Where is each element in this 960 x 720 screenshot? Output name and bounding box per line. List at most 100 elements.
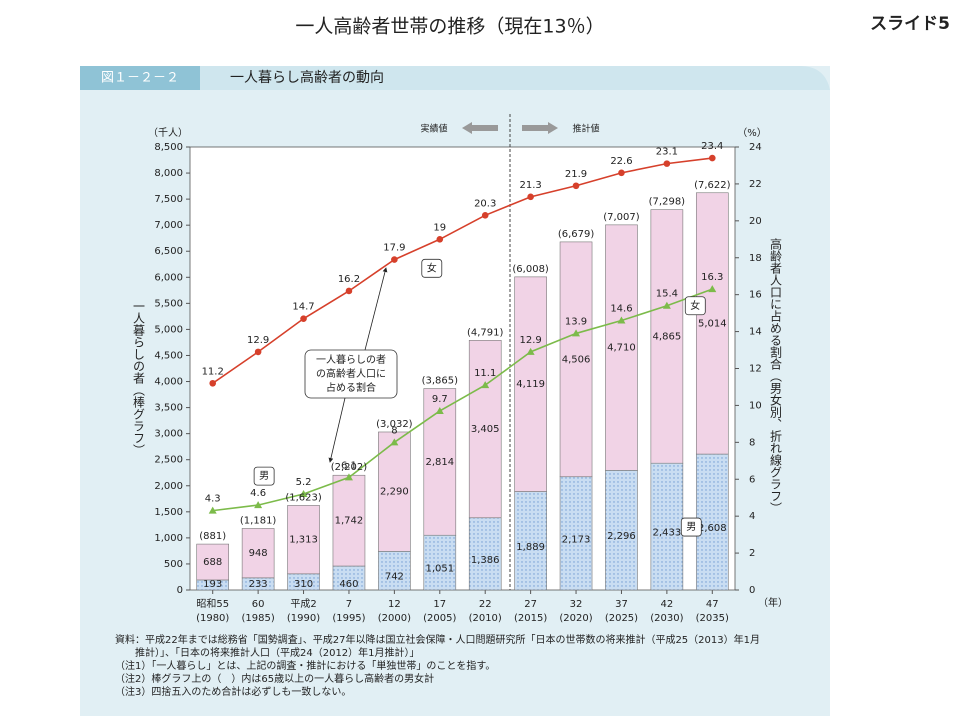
x-tick-year: (2000) <box>378 613 411 624</box>
plot-area <box>189 146 736 591</box>
line-value-label: 8 <box>391 425 397 436</box>
bar-segment <box>423 534 457 591</box>
figure-tag: 図１－２－２ <box>101 71 179 86</box>
bar-value-label: 4,865 <box>653 331 682 342</box>
bar-segment <box>650 462 684 591</box>
series-name-box <box>421 258 443 278</box>
bar-segment <box>650 209 684 464</box>
bar-segment <box>514 276 547 492</box>
figure-tag-box <box>80 66 200 90</box>
bar-value-label: 1,386 <box>471 555 500 566</box>
y-tick-label: 7,000 <box>154 220 183 231</box>
bar-segment <box>378 551 411 591</box>
bar-value-label: 2,433 <box>653 528 682 539</box>
line-marker <box>618 169 625 177</box>
bar-total-label: (4,791) <box>467 327 504 338</box>
x-tick-year: (1990) <box>287 613 320 624</box>
y2-tick-label: 10 <box>749 400 762 411</box>
bar-value-label: 233 <box>249 579 268 590</box>
y-tick-label: 8,500 <box>154 142 183 153</box>
line-value-label: 19 <box>433 222 446 233</box>
bar-total-label: (1,181) <box>240 515 277 526</box>
bar-value-label: 1,742 <box>335 516 364 527</box>
bar-segment <box>605 224 638 471</box>
x-tick-year: (2015) <box>514 613 547 624</box>
slide-number: スライド5 <box>870 14 950 34</box>
line-marker <box>435 406 444 414</box>
y-tick-label: 6,500 <box>154 246 183 257</box>
line-marker <box>526 347 535 355</box>
annotation-line: 占める割合 <box>326 381 376 394</box>
line-value-label: 11.2 <box>202 366 224 377</box>
y2-tick-label: 2 <box>749 548 755 559</box>
bar-value-label: 4,506 <box>562 354 591 365</box>
bar-segment <box>468 340 502 519</box>
bar-value-label: 3,405 <box>471 424 500 435</box>
y2-tick-label: 16 <box>749 290 762 301</box>
line-marker <box>254 501 263 509</box>
line-marker <box>708 285 717 293</box>
y2-tick-label: 18 <box>749 253 762 264</box>
series-name: 女 <box>690 299 700 312</box>
x-tick-label: 平成2 <box>290 598 316 610</box>
forecast-arrow <box>522 122 558 134</box>
line-marker <box>662 301 671 309</box>
bar-segment <box>468 517 502 591</box>
line-value-label: 12.9 <box>247 335 269 346</box>
x-tick-label: 37 <box>615 599 628 610</box>
line-marker <box>481 211 489 219</box>
series-name: 女 <box>427 261 437 274</box>
forecast-label: 推計値 <box>572 123 599 135</box>
bar-total-label: (7,007) <box>603 212 640 223</box>
annotation-arrow <box>328 397 346 463</box>
y-tick-label: 3,500 <box>154 403 183 414</box>
y-tick-label: 8,000 <box>154 168 183 179</box>
bar-segment <box>287 505 320 575</box>
bar-segment <box>378 431 411 552</box>
bar-total-label: (6,679) <box>558 229 595 240</box>
annotation-box <box>304 349 398 399</box>
figure-title: 一人暮らし高齢者の動向 <box>230 69 384 86</box>
line-marker <box>436 235 444 243</box>
bar-value-label: 2,608 <box>698 523 727 534</box>
line-marker <box>481 381 490 389</box>
bar-segment <box>605 470 638 591</box>
y2-tick-label: 24 <box>749 142 762 153</box>
bar-value-label: 2,814 <box>425 457 454 468</box>
bar-total-label: (881) <box>199 531 226 542</box>
y2-tick-label: 14 <box>749 327 762 338</box>
x-tick-label: 27 <box>524 599 537 610</box>
bar-value-label: 1,889 <box>516 542 545 553</box>
line-marker <box>390 438 399 446</box>
line-value-label: 14.6 <box>610 304 632 315</box>
annotation-arrow <box>364 267 388 351</box>
x-tick-year: (2035) <box>696 613 729 624</box>
bar-value-label: 2,173 <box>562 534 591 545</box>
bar-segment <box>332 474 366 567</box>
line-value-label: 15.4 <box>656 289 678 300</box>
line-value-label: 23.4 <box>701 141 723 152</box>
annotation-line: 一人暮らしの者 <box>316 353 386 366</box>
y-tick-label: 4,500 <box>154 350 183 361</box>
bar-total-label: (2,202) <box>331 462 368 473</box>
y-tick-label: 5,000 <box>154 324 183 335</box>
bar-value-label: 310 <box>294 579 313 590</box>
y-unit: （千人） <box>148 127 188 139</box>
x-tick-year: (2005) <box>423 613 456 624</box>
x-tick-label: 22 <box>479 599 492 610</box>
y2-tick-label: 20 <box>749 216 762 227</box>
y-tick-label: 2,500 <box>154 455 183 466</box>
line-value-label: 23.1 <box>656 147 678 158</box>
y-tick-label: 0 <box>177 585 183 596</box>
note-line: （注3）四捨五入のため合計は必ずしも一致しない。 <box>115 685 351 698</box>
y-tick-label: 3,000 <box>154 429 183 440</box>
bar-value-label: 460 <box>339 579 358 590</box>
bar-value-label: 193 <box>203 579 222 590</box>
x-tick-year: (2030) <box>650 613 683 624</box>
note-line: （注2）棒グラフ上の（ ）内は65歳以上の一人暮らし高齢者の男女計 <box>115 672 434 685</box>
x-tick-label: 47 <box>706 599 719 610</box>
series-name-box <box>684 296 706 316</box>
line-marker <box>299 490 308 498</box>
bar-segment <box>514 491 547 591</box>
line-marker <box>391 256 398 263</box>
